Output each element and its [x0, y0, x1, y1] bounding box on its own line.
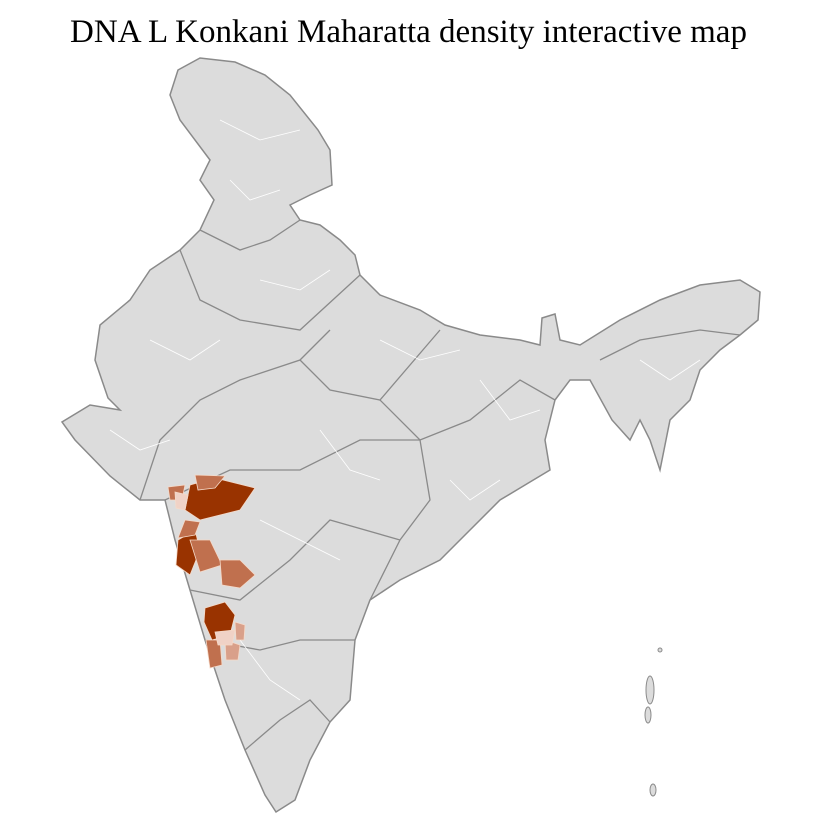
- district-mid[interactable]: [194, 474, 226, 491]
- map-title: DNA L Konkani Maharatta density interact…: [70, 14, 747, 50]
- district-faint[interactable]: [214, 629, 236, 646]
- district-mid[interactable]: [205, 639, 223, 669]
- district-mid[interactable]: [177, 519, 201, 539]
- andaman-islands: [644, 647, 663, 797]
- district-mid[interactable]: [219, 559, 256, 589]
- district-faint[interactable]: [174, 491, 189, 511]
- district-borders: [109, 119, 701, 701]
- country-outline[interactable]: [60, 57, 761, 814]
- district-low[interactable]: [234, 621, 246, 641]
